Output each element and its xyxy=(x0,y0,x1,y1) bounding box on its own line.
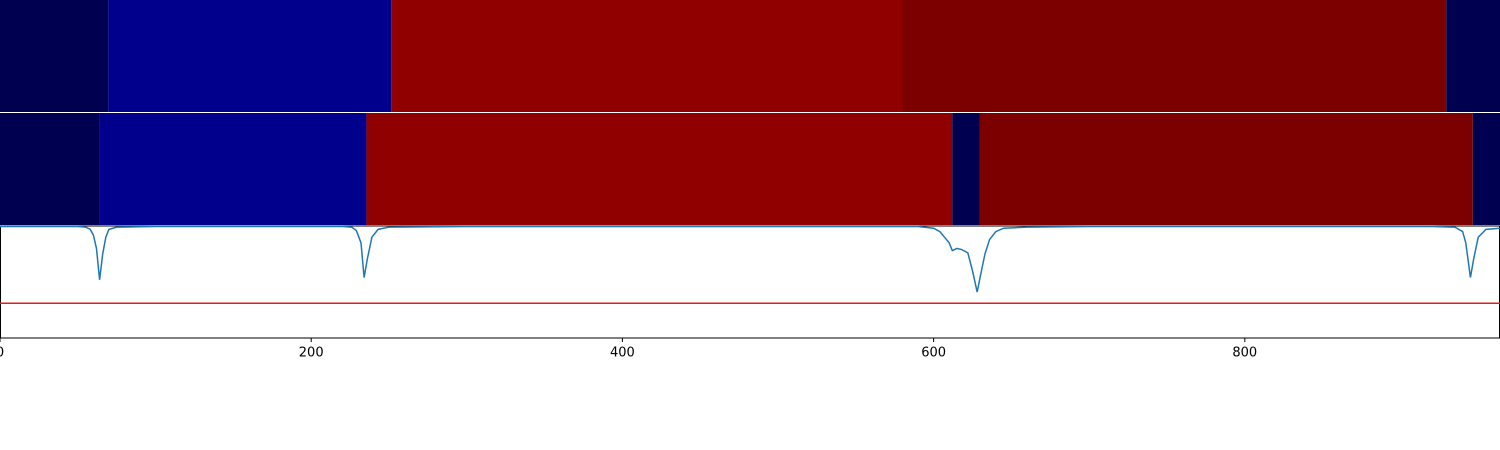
segment xyxy=(0,0,109,112)
segment xyxy=(979,113,1473,225)
x-tick-label: 600 xyxy=(921,346,946,361)
x-tick-label: 800 xyxy=(1232,346,1257,361)
segment xyxy=(952,113,980,225)
segment xyxy=(902,0,1447,112)
segment xyxy=(366,113,953,225)
x-tick-label: 200 xyxy=(299,346,324,361)
segment xyxy=(99,113,367,225)
plot-frame xyxy=(0,225,1500,339)
segment xyxy=(0,113,100,225)
segment xyxy=(1446,0,1500,112)
line xyxy=(0,225,1500,293)
segment xyxy=(108,0,392,112)
segment xyxy=(1472,113,1500,225)
x-tick-label: 400 xyxy=(610,346,635,361)
segment xyxy=(391,0,903,112)
x-tick-label: 0 xyxy=(0,346,4,361)
